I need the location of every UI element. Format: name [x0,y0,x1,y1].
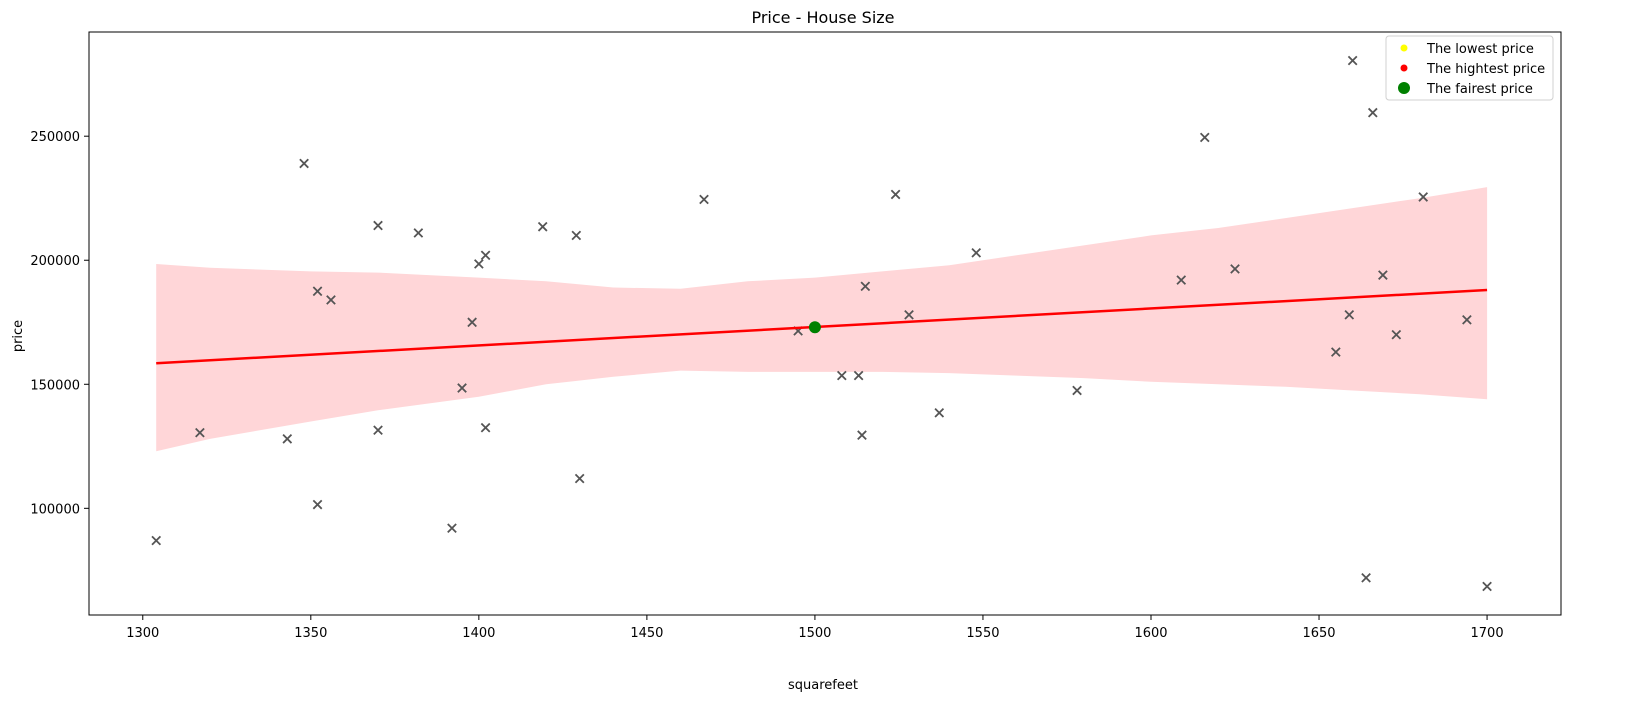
legend-label: The hightest price [1426,62,1545,77]
data-point [934,407,945,418]
y-axis-label: price [11,320,26,352]
x-tick-label: 1450 [630,626,663,641]
data-point [571,230,582,241]
data-point [890,189,901,200]
data-point [151,535,162,546]
data-point [537,221,548,232]
data-point [195,427,205,438]
data-point [1462,314,1472,325]
legend-box [1385,35,1554,101]
data-point [326,295,336,305]
legend: The lowest price The hightest price The fa… [1385,35,1554,101]
data-point [1347,55,1358,66]
confidence-band [156,187,1488,452]
data-point [857,430,867,440]
x-tick-label: 1500 [798,626,831,641]
regression-line [156,288,1488,365]
data-point [1230,264,1240,274]
x-tick-label: 1350 [294,626,327,641]
legend-marker [1400,44,1408,52]
x-tick-label: 1300 [126,626,159,641]
data-point [1072,385,1082,396]
fairest-price-marker [808,321,821,334]
plot-frame [88,31,1562,616]
legend-marker [1400,64,1408,72]
x-tick-label: 1600 [1134,626,1167,641]
data-point [312,286,323,297]
data-point [853,370,864,381]
x-tick-label: 1550 [966,626,999,641]
legend-label: The lowest price [1426,42,1534,57]
x-axis-label: squarefeet [788,678,858,693]
data-point [467,317,477,328]
data-point [1418,192,1429,202]
data-point [860,281,871,292]
data-point [312,499,323,510]
x-tick-label: 1650 [1302,626,1335,641]
data-point [282,434,293,444]
data-point [1176,275,1187,285]
data-point [447,523,457,534]
legend-marker [1398,82,1410,94]
data-point [373,425,383,436]
data-point [1344,309,1355,320]
data-point [836,370,847,381]
data-point [480,250,491,261]
chart-title: Price - House Size [751,8,894,27]
data-point [457,383,467,393]
y-tick-label: 250000 [30,130,80,145]
data-point [1367,107,1378,118]
x-tick-label: 1400 [462,626,495,641]
data-point [1482,581,1492,592]
data-point [699,194,709,205]
data-point [474,259,484,269]
legend-label: The fairest price [1426,82,1533,97]
x-tick-label: 1700 [1471,626,1504,641]
data-point [1378,270,1388,280]
plot-area: 1300 1350 1400 1450 1500 1550 1600 1650 1700 1000… [30,31,1562,641]
data-point [373,220,383,231]
data-point [413,228,424,238]
data-point [1361,572,1371,583]
data-point [480,422,491,433]
data-point [299,158,309,169]
data-point [1330,347,1341,357]
y-tick-label: 150000 [30,378,80,393]
data-point [574,473,585,484]
data-point [904,309,914,320]
y-tick-label: 200000 [30,254,80,269]
data-point [1199,132,1210,143]
data-point [1391,329,1402,340]
data-point [971,247,982,258]
y-tick-label: 100000 [30,502,80,517]
